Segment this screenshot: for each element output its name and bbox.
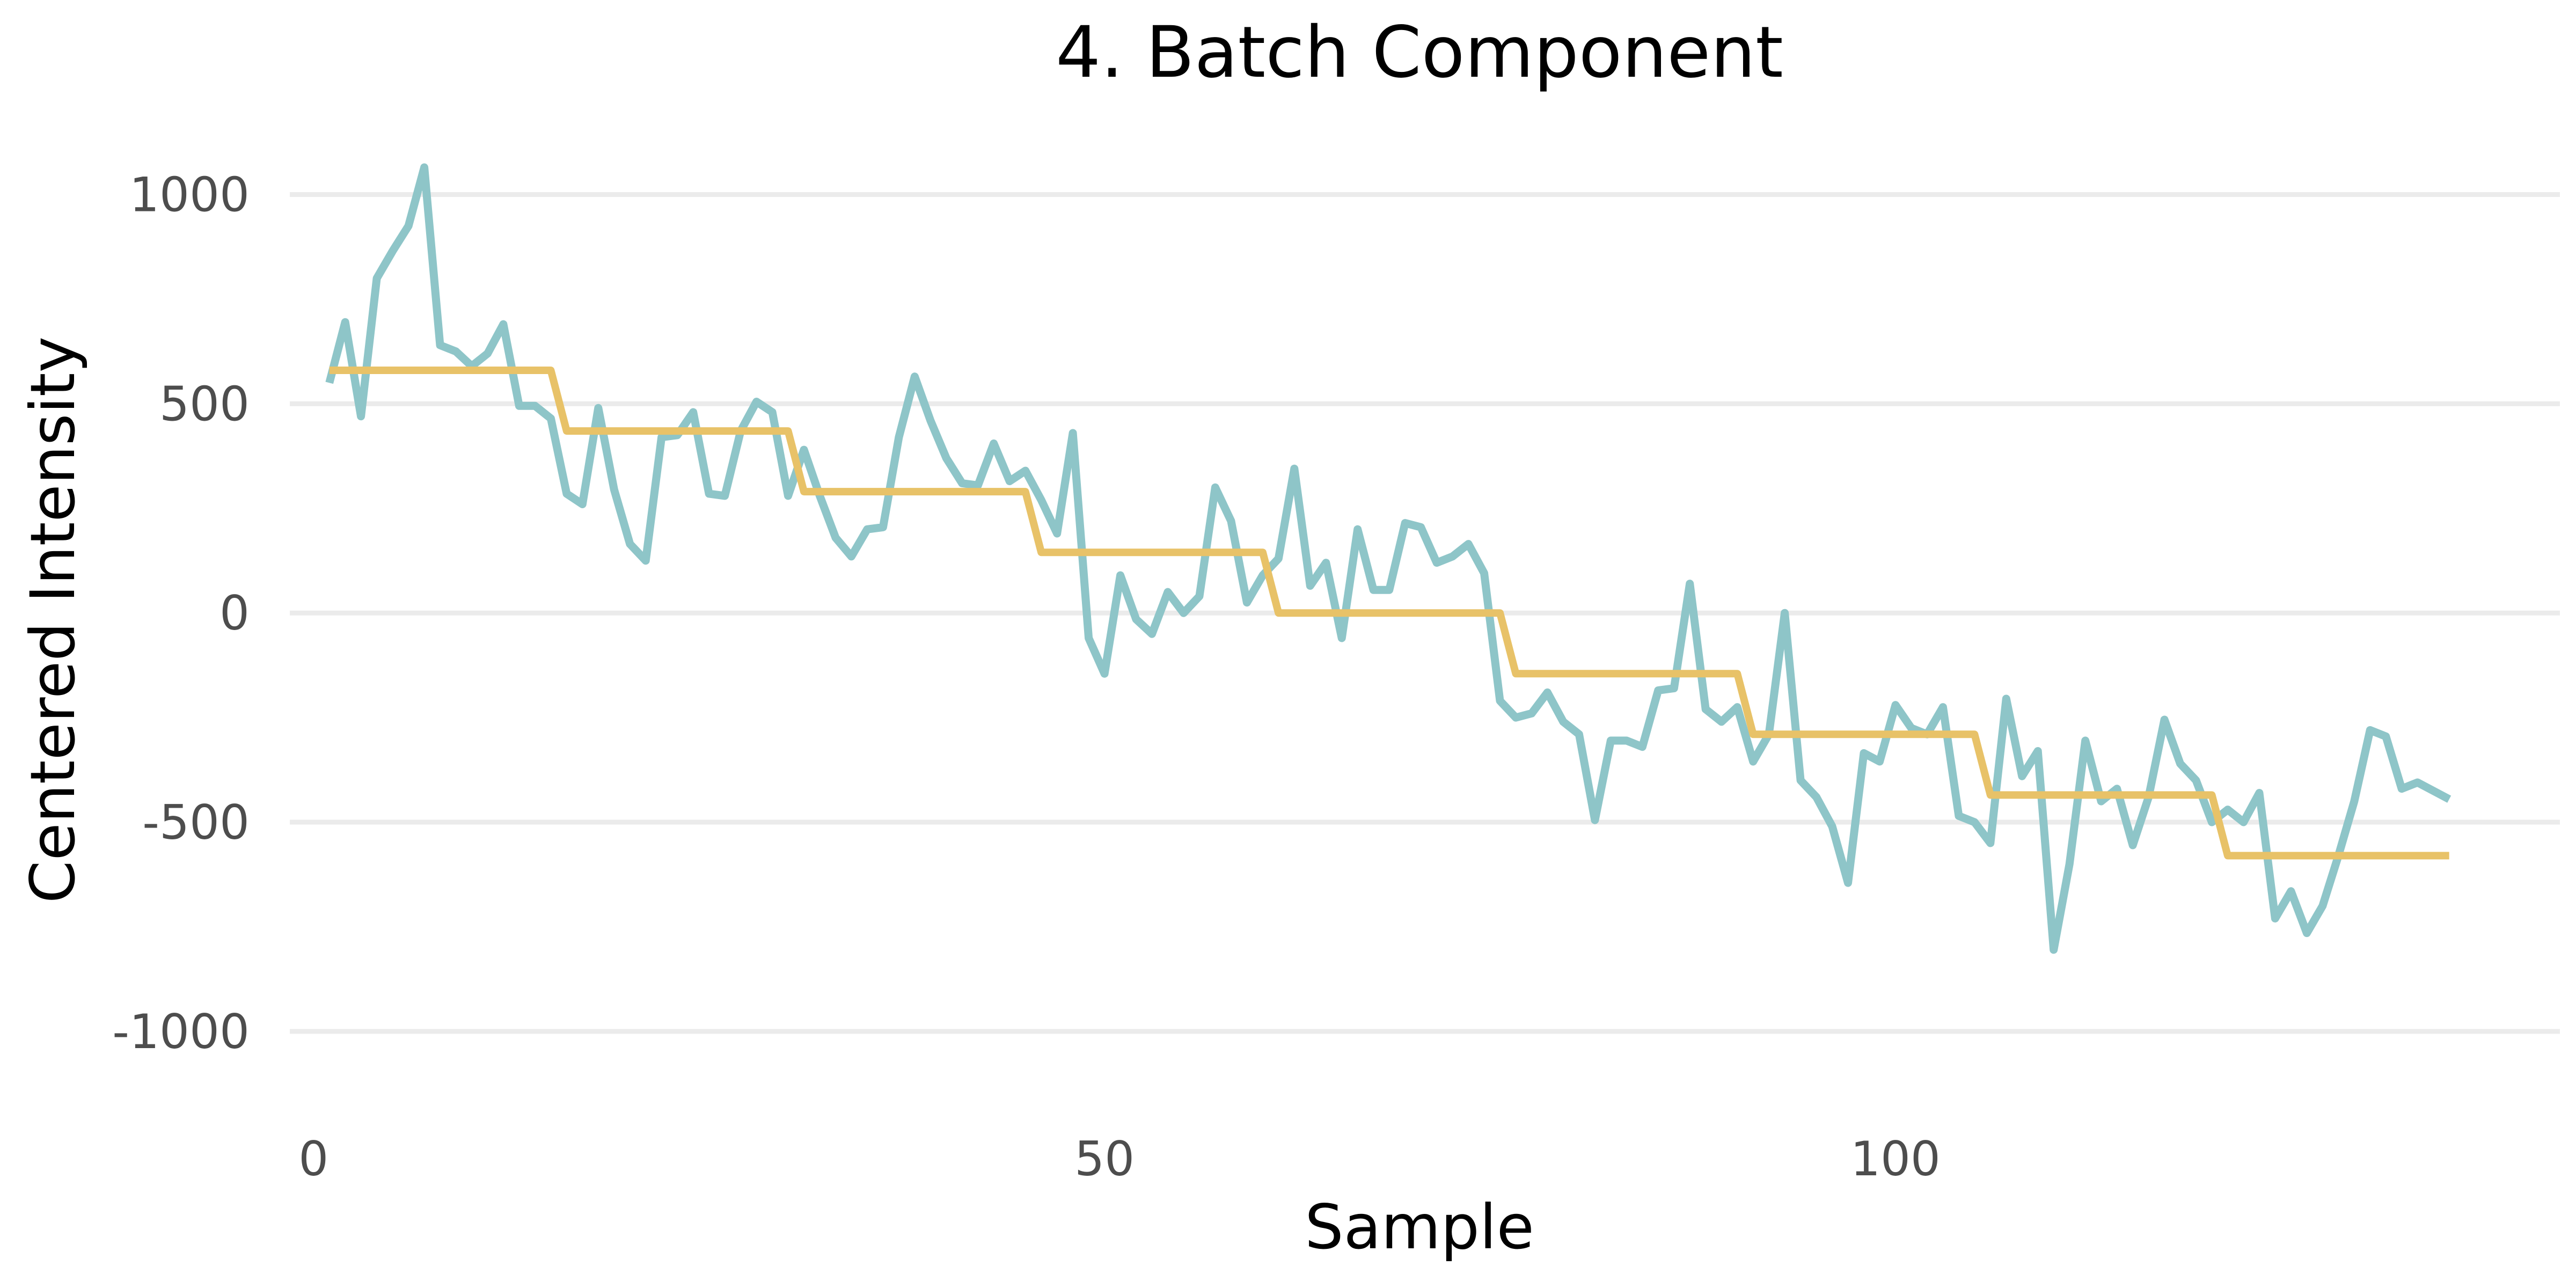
y-axis-title: Centered Intensity bbox=[17, 336, 89, 903]
observed-intensity-line bbox=[325, 163, 2451, 954]
x-tick-label: 100 bbox=[1850, 1131, 1941, 1187]
y-tick-label: -500 bbox=[142, 795, 250, 850]
series-lines bbox=[325, 163, 2451, 954]
x-tick-label: 0 bbox=[298, 1131, 328, 1187]
y-tick-label: 1000 bbox=[129, 167, 250, 223]
batch-step-line bbox=[329, 367, 2449, 860]
y-tick-label: 0 bbox=[219, 586, 250, 641]
y-tick-label: -1000 bbox=[112, 1004, 250, 1059]
x-tick-label: 50 bbox=[1074, 1131, 1135, 1187]
x-axis-title: Sample bbox=[1305, 1191, 1534, 1263]
chart-title: 4. Batch Component bbox=[1056, 11, 1783, 94]
y-tick-labels: 1000 500 0 -500 -1000 bbox=[112, 167, 250, 1059]
x-tick-labels: 0 50 100 bbox=[298, 1131, 1941, 1187]
y-tick-label: 500 bbox=[159, 376, 250, 431]
